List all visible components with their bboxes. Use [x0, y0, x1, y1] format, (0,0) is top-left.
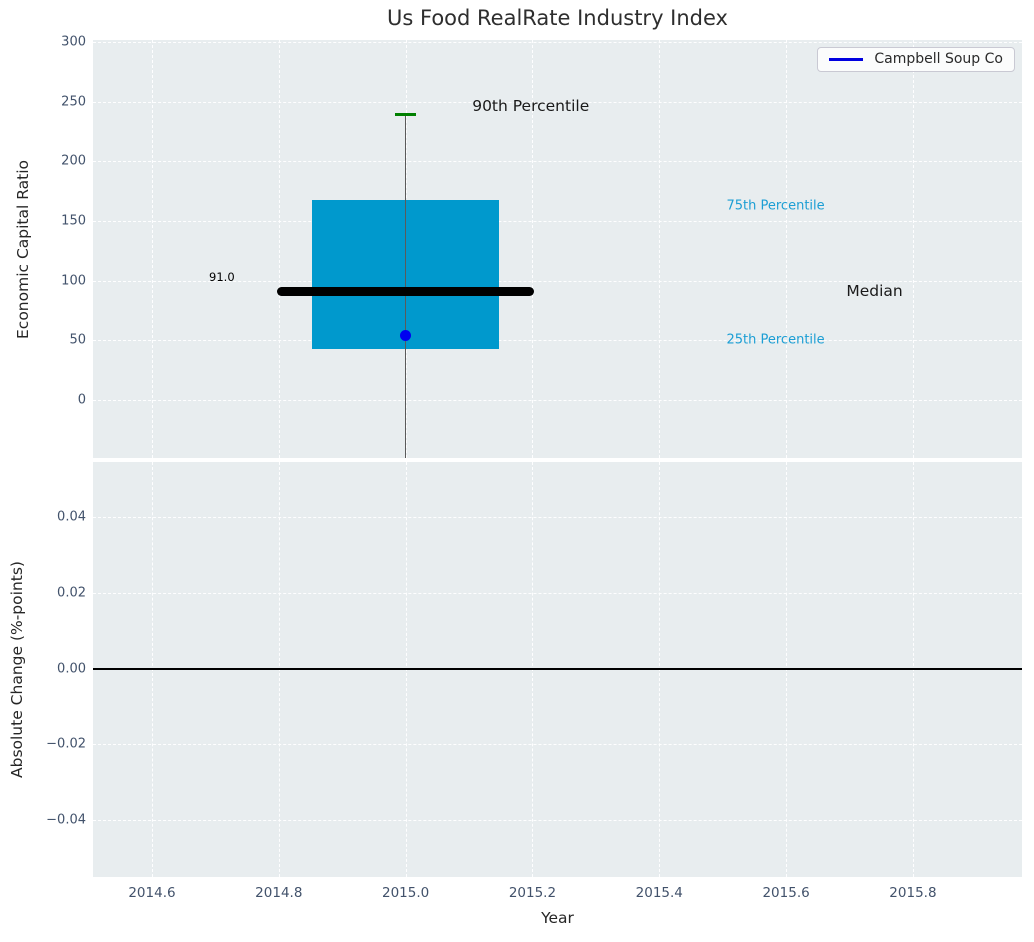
- y-gridline: [93, 340, 1022, 342]
- y-tick-label: −0.04: [46, 812, 86, 828]
- p90-whisker-cap: [394, 112, 417, 117]
- y-gridline: [93, 592, 1022, 594]
- whisker-line: [404, 114, 407, 458]
- legend-box: Campbell Soup Co: [817, 47, 1015, 72]
- y-tick-label: 200: [61, 153, 86, 169]
- annotation-90th-percentile: 90th Percentile: [472, 97, 590, 116]
- annotation-25th-percentile: 25th Percentile: [726, 332, 825, 348]
- company-data-point: [400, 330, 412, 342]
- y-gridline: [93, 280, 1022, 282]
- annotation-median: Median: [846, 282, 903, 301]
- y-gridline: [93, 819, 1022, 821]
- chart-title: Us Food RealRate Industry Index: [387, 6, 728, 30]
- annotation-75th-percentile: 75th Percentile: [726, 198, 825, 213]
- y-tick-label: 50: [69, 332, 86, 348]
- y-gridline: [93, 517, 1022, 519]
- x-tick-label: 2015.0: [382, 885, 430, 901]
- y-gridline: [93, 101, 1022, 103]
- y-tick-label: 300: [61, 34, 86, 50]
- x-axis-label: Year: [541, 909, 574, 927]
- legend-line-sample-icon: [829, 57, 864, 61]
- x-tick-label: 2015.8: [889, 885, 937, 901]
- x-gridline: [912, 40, 914, 458]
- x-tick-label: 2014.6: [128, 885, 176, 901]
- y-gridline: [93, 400, 1022, 401]
- x-gridline: [278, 40, 280, 458]
- zero-reference-line: [93, 667, 1022, 670]
- y-gridline: [93, 42, 1022, 44]
- y-tick-label: 150: [61, 213, 86, 229]
- y-tick-label: −0.02: [46, 736, 86, 752]
- x-gridline: [532, 40, 534, 458]
- y-tick-label: 100: [61, 273, 86, 289]
- y-tick-label: 0.04: [57, 509, 86, 525]
- bottom-y-axis-label: Absolute Change (%-points): [8, 561, 26, 778]
- y-gridline: [93, 161, 1022, 163]
- x-gridline: [659, 40, 661, 458]
- x-tick-label: 2014.8: [255, 885, 303, 901]
- y-tick-label: 0: [77, 392, 86, 408]
- y-gridline: [93, 744, 1022, 746]
- bottom-axes-area: [93, 462, 1022, 877]
- y-tick-label: 0.02: [57, 585, 86, 601]
- y-tick-label: 0.00: [57, 661, 86, 677]
- top-axes-area: Campbell Soup Co 90th Percentile 75th Per…: [93, 40, 1022, 458]
- x-gridline: [786, 40, 788, 458]
- x-tick-label: 2015.2: [508, 885, 557, 901]
- annotation-91-0: 91.0: [209, 270, 235, 285]
- y-gridline: [93, 221, 1022, 223]
- x-tick-label: 2015.6: [762, 885, 810, 901]
- y-tick-label: 250: [61, 94, 86, 110]
- x-gridline: [151, 40, 153, 458]
- median-line: [276, 286, 535, 296]
- legend-label: Campbell Soup Co: [874, 51, 1003, 67]
- x-tick-label: 2015.4: [635, 885, 683, 901]
